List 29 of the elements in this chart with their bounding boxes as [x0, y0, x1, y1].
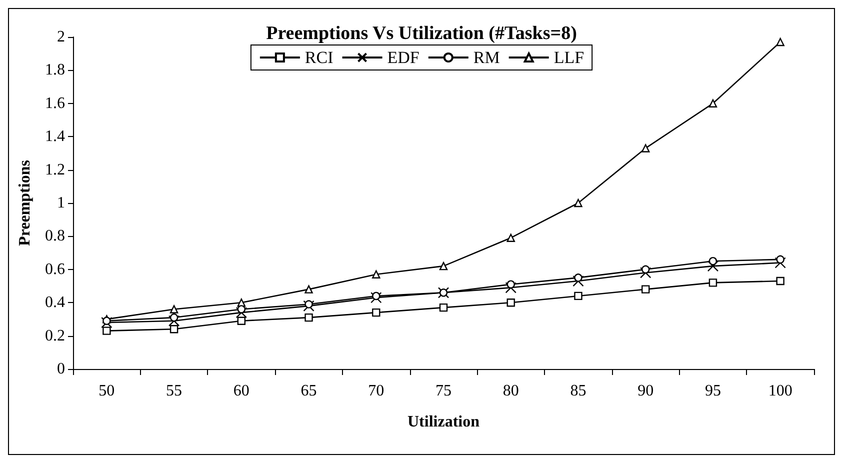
legend-label: EDF [387, 48, 420, 67]
x-tick-label: 80 [502, 382, 519, 400]
x-tick-label: 50 [98, 382, 115, 400]
x-axis-title: Utilization [408, 414, 480, 430]
y-tick-label: 1.8 [45, 62, 65, 79]
x-tick-label: 75 [436, 382, 452, 400]
y-tick-label: 0.8 [45, 228, 65, 245]
chart-title: Preemptions Vs Utilization (#Tasks=8) [266, 23, 577, 44]
y-tick-label: 1.2 [45, 161, 65, 178]
legend-label: RCI [304, 48, 334, 67]
x-tick-label: 55 [166, 382, 182, 400]
legend-label: LLF [554, 48, 584, 67]
x-tick-label: 85 [570, 382, 586, 400]
y-tick-label: 0.6 [45, 260, 65, 278]
x-tick-label: 60 [233, 382, 250, 400]
y-tick-label: 0.2 [45, 327, 65, 344]
x-tick-label: 90 [638, 382, 654, 400]
x-tick-label: 95 [704, 382, 721, 400]
x-tick-label: 70 [368, 382, 384, 400]
y-tick-label: 0.4 [45, 294, 65, 312]
y-tick-label: 0 [57, 360, 65, 378]
x-tick-label: 100 [768, 382, 792, 400]
y-tick-label: 1 [57, 194, 65, 212]
y-tick-label: 2 [57, 28, 65, 46]
y-tick-label: 1.6 [45, 94, 65, 112]
y-axis-title: Preemptions [16, 160, 34, 246]
y-tick-label: 1.4 [45, 128, 65, 146]
legend-label: RM [473, 48, 500, 67]
x-tick-label: 65 [300, 382, 317, 400]
